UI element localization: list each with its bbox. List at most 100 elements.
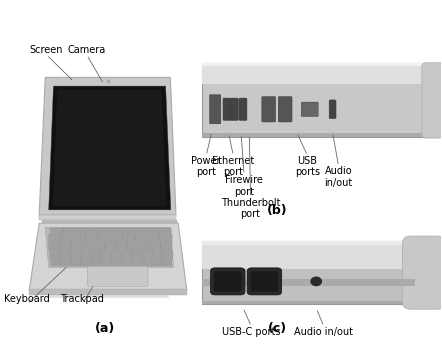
- FancyBboxPatch shape: [73, 234, 86, 241]
- FancyBboxPatch shape: [121, 259, 131, 266]
- FancyBboxPatch shape: [223, 98, 231, 120]
- Text: Camera: Camera: [68, 45, 106, 55]
- FancyBboxPatch shape: [49, 234, 61, 241]
- FancyBboxPatch shape: [94, 242, 105, 250]
- Polygon shape: [53, 90, 167, 206]
- FancyBboxPatch shape: [158, 228, 171, 233]
- FancyBboxPatch shape: [98, 234, 110, 241]
- FancyBboxPatch shape: [86, 234, 98, 241]
- Bar: [202, 63, 437, 66]
- FancyBboxPatch shape: [142, 251, 152, 258]
- FancyBboxPatch shape: [278, 97, 292, 122]
- Polygon shape: [46, 295, 169, 298]
- FancyBboxPatch shape: [230, 98, 238, 120]
- FancyBboxPatch shape: [210, 95, 221, 124]
- FancyBboxPatch shape: [61, 259, 71, 266]
- FancyBboxPatch shape: [64, 228, 77, 233]
- FancyBboxPatch shape: [135, 234, 148, 241]
- Circle shape: [311, 277, 321, 286]
- FancyBboxPatch shape: [152, 251, 163, 258]
- Text: Trackpad: Trackpad: [61, 294, 104, 304]
- FancyBboxPatch shape: [116, 242, 127, 250]
- FancyBboxPatch shape: [91, 228, 104, 233]
- Bar: [202, 301, 437, 304]
- FancyBboxPatch shape: [163, 251, 173, 258]
- FancyBboxPatch shape: [329, 100, 336, 119]
- Polygon shape: [45, 227, 174, 267]
- FancyBboxPatch shape: [71, 242, 82, 250]
- FancyBboxPatch shape: [262, 97, 276, 122]
- Text: Audio in/out: Audio in/out: [294, 327, 354, 337]
- FancyBboxPatch shape: [110, 234, 123, 241]
- Bar: [202, 133, 437, 137]
- Text: Audio
in/out: Audio in/out: [324, 166, 353, 188]
- Text: (a): (a): [95, 322, 115, 335]
- FancyBboxPatch shape: [210, 268, 245, 295]
- FancyBboxPatch shape: [101, 251, 111, 258]
- FancyBboxPatch shape: [131, 259, 141, 266]
- Text: USB
ports: USB ports: [295, 156, 320, 177]
- FancyBboxPatch shape: [145, 228, 158, 233]
- Text: Thunderbolt
port: Thunderbolt port: [221, 198, 280, 219]
- FancyBboxPatch shape: [118, 228, 131, 233]
- Bar: [202, 63, 437, 84]
- Polygon shape: [39, 77, 176, 215]
- FancyBboxPatch shape: [150, 242, 161, 250]
- FancyBboxPatch shape: [247, 268, 282, 295]
- FancyBboxPatch shape: [132, 251, 142, 258]
- FancyBboxPatch shape: [214, 271, 241, 292]
- FancyBboxPatch shape: [104, 228, 118, 233]
- FancyBboxPatch shape: [127, 242, 138, 250]
- FancyBboxPatch shape: [51, 259, 61, 266]
- Text: Ethernet
port: Ethernet port: [212, 156, 255, 177]
- FancyBboxPatch shape: [105, 242, 116, 250]
- FancyBboxPatch shape: [111, 251, 122, 258]
- FancyBboxPatch shape: [101, 259, 111, 266]
- Text: (c): (c): [268, 322, 287, 335]
- Polygon shape: [29, 289, 187, 295]
- FancyBboxPatch shape: [70, 251, 80, 258]
- Polygon shape: [29, 223, 187, 290]
- Polygon shape: [39, 215, 176, 220]
- FancyBboxPatch shape: [148, 234, 160, 241]
- Bar: [202, 241, 437, 270]
- Polygon shape: [49, 86, 171, 210]
- Text: USB-C ports: USB-C ports: [222, 327, 281, 337]
- FancyBboxPatch shape: [77, 228, 91, 233]
- FancyBboxPatch shape: [91, 251, 101, 258]
- FancyBboxPatch shape: [50, 251, 60, 258]
- Text: Keyboard: Keyboard: [4, 294, 50, 304]
- FancyBboxPatch shape: [60, 242, 71, 250]
- FancyBboxPatch shape: [122, 251, 132, 258]
- Polygon shape: [42, 220, 177, 223]
- FancyBboxPatch shape: [131, 228, 145, 233]
- FancyBboxPatch shape: [239, 98, 247, 120]
- FancyBboxPatch shape: [111, 259, 121, 266]
- FancyBboxPatch shape: [82, 242, 94, 250]
- Bar: [202, 63, 437, 137]
- FancyBboxPatch shape: [141, 259, 152, 266]
- FancyBboxPatch shape: [123, 234, 135, 241]
- FancyBboxPatch shape: [71, 259, 81, 266]
- Text: Power
port: Power port: [191, 156, 221, 177]
- FancyBboxPatch shape: [91, 259, 101, 266]
- FancyBboxPatch shape: [88, 266, 148, 287]
- FancyBboxPatch shape: [80, 251, 91, 258]
- FancyBboxPatch shape: [138, 242, 150, 250]
- Bar: [202, 279, 415, 286]
- FancyBboxPatch shape: [160, 234, 172, 241]
- FancyBboxPatch shape: [50, 228, 64, 233]
- FancyBboxPatch shape: [49, 242, 60, 250]
- FancyBboxPatch shape: [61, 234, 73, 241]
- Text: Firewire
port: Firewire port: [225, 175, 263, 197]
- FancyBboxPatch shape: [162, 259, 171, 266]
- FancyBboxPatch shape: [161, 242, 172, 250]
- FancyBboxPatch shape: [403, 236, 442, 309]
- FancyBboxPatch shape: [422, 63, 442, 138]
- FancyBboxPatch shape: [301, 102, 318, 117]
- Text: Screen: Screen: [30, 45, 63, 55]
- FancyBboxPatch shape: [81, 259, 91, 266]
- Bar: [202, 241, 437, 245]
- FancyBboxPatch shape: [251, 271, 278, 292]
- FancyBboxPatch shape: [60, 251, 70, 258]
